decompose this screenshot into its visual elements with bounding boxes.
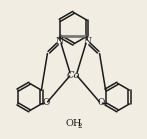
Text: 2: 2 [77,122,82,130]
Text: N: N [55,37,63,46]
Text: N: N [84,37,92,46]
Text: OH: OH [65,119,82,128]
Text: Co: Co [67,70,80,80]
Text: O: O [42,98,50,107]
Text: O: O [97,98,105,107]
